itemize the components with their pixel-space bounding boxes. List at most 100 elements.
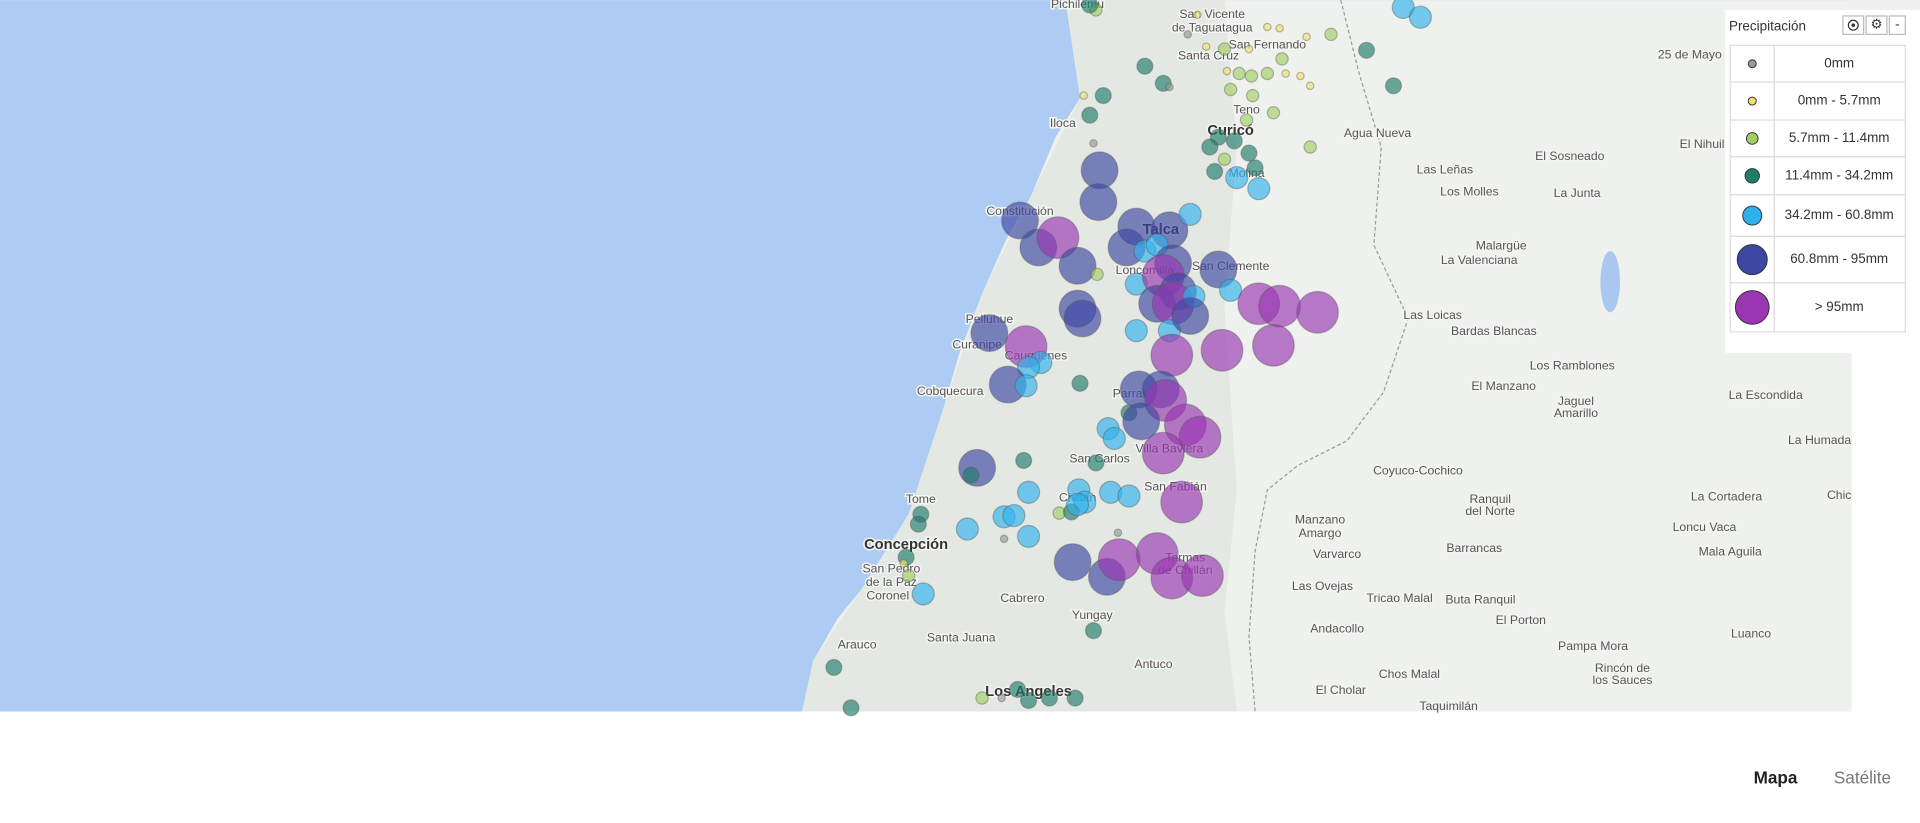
station-bubble[interactable] (1225, 132, 1243, 150)
station-bubble[interactable] (1079, 183, 1118, 222)
collapse-button[interactable] (1888, 15, 1906, 35)
station-bubble[interactable] (1081, 106, 1099, 124)
station-bubble[interactable] (1305, 81, 1315, 91)
settings-button[interactable] (1865, 15, 1888, 35)
station-bubble[interactable] (1016, 524, 1041, 549)
station-bubble[interactable] (1117, 484, 1141, 508)
station-bubble[interactable] (1275, 52, 1289, 66)
map-type-button[interactable]: Satélite (1834, 767, 1891, 787)
station-bubble[interactable] (1020, 691, 1038, 710)
station-bubble[interactable] (1266, 105, 1281, 120)
station-bubble[interactable] (1058, 246, 1097, 285)
collapse-label[interactable]: - (1895, 17, 1899, 32)
place-label: Varvarco (1313, 547, 1361, 561)
station-bubble[interactable] (825, 658, 843, 676)
station-bubble[interactable] (1391, 0, 1415, 20)
station-bubble[interactable] (1016, 480, 1041, 504)
station-bubble[interactable] (1141, 431, 1185, 475)
station-bubble[interactable] (1193, 10, 1202, 20)
station-bubble[interactable] (1014, 374, 1038, 398)
station-bubble[interactable] (1296, 290, 1339, 334)
station-bubble[interactable] (1247, 177, 1271, 201)
station-bubble[interactable] (1275, 23, 1284, 33)
station-bubble[interactable] (1296, 71, 1305, 81)
station-bubble[interactable] (1244, 69, 1259, 83)
station-bubble[interactable] (1324, 27, 1338, 42)
station-bubble[interactable] (1384, 77, 1403, 95)
station-bubble[interactable] (842, 699, 860, 717)
station-bubble[interactable] (909, 515, 927, 533)
station-bubble[interactable] (1065, 492, 1090, 517)
station-bubble[interactable] (1357, 41, 1376, 59)
station-bubble[interactable] (1199, 250, 1238, 289)
station-bubble[interactable] (975, 691, 989, 705)
station-bubble[interactable] (1225, 165, 1249, 190)
station-bubble[interactable] (1258, 284, 1302, 328)
station-bubble[interactable] (1218, 278, 1243, 302)
station-bubble[interactable] (1002, 503, 1026, 528)
station-bubble[interactable] (1053, 543, 1092, 582)
station-bubble[interactable] (1217, 42, 1232, 56)
station-bubble[interactable] (1066, 689, 1084, 707)
station-bubble[interactable] (1260, 66, 1275, 81)
station-bubble[interactable] (997, 693, 1006, 703)
station-bubble[interactable] (1181, 554, 1224, 598)
station-bubble[interactable] (1122, 402, 1161, 441)
station-bubble[interactable] (1178, 202, 1202, 226)
station-bubble[interactable] (1071, 374, 1089, 392)
station-bubble[interactable] (1232, 66, 1246, 81)
lake (1600, 251, 1620, 313)
station-bubble[interactable] (911, 582, 935, 606)
station-bubble[interactable] (1087, 454, 1105, 472)
station-bubble[interactable] (1160, 480, 1204, 524)
station-bubble[interactable] (1090, 267, 1104, 282)
station-bubble[interactable] (1079, 91, 1088, 100)
station-bubble[interactable] (1240, 144, 1258, 162)
station-bubble[interactable] (1252, 323, 1295, 367)
station-bubble[interactable] (1080, 151, 1119, 190)
station-bubble[interactable] (1008, 680, 1027, 699)
station-bubble[interactable] (970, 314, 1009, 353)
station-bubble[interactable] (1097, 538, 1141, 582)
station-bubble[interactable] (1040, 689, 1058, 707)
station-bubble[interactable] (1217, 152, 1232, 166)
station-bubble[interactable] (1201, 138, 1219, 156)
station-bubble[interactable] (1244, 44, 1254, 54)
station-bubble[interactable] (1408, 5, 1433, 29)
station-bubble[interactable] (1222, 66, 1232, 76)
station-bubble[interactable] (1246, 159, 1264, 177)
station-bubble[interactable] (962, 466, 980, 484)
station-bubble[interactable] (1263, 22, 1272, 32)
station-bubble[interactable] (1178, 415, 1222, 459)
station-bubble[interactable] (1171, 297, 1210, 335)
station-bubble[interactable] (999, 534, 1009, 544)
station-bubble[interactable] (1239, 113, 1254, 127)
station-bubble[interactable] (1063, 299, 1102, 338)
station-bubble[interactable] (1165, 82, 1174, 92)
station-bubble[interactable] (1200, 328, 1244, 372)
station-bubble[interactable] (899, 559, 908, 568)
station-bubble[interactable] (1036, 216, 1080, 260)
station-bubble[interactable] (1113, 528, 1123, 538)
station-bubble[interactable] (955, 517, 979, 541)
station-bubble[interactable] (1223, 82, 1238, 97)
station-bubble[interactable] (901, 568, 916, 583)
station-bubble[interactable] (1281, 69, 1290, 78)
station-bubble[interactable] (1136, 57, 1154, 75)
station-bubble[interactable] (1124, 319, 1148, 343)
station-bubble[interactable] (1303, 140, 1317, 154)
station-bubble[interactable] (1089, 139, 1098, 148)
station-bubble[interactable] (1150, 333, 1194, 377)
station-bubble[interactable] (1302, 32, 1311, 42)
station-bubble[interactable] (1081, 0, 1099, 14)
station-bubble[interactable] (1183, 30, 1193, 39)
station-bubble[interactable] (1094, 87, 1112, 105)
station-bubble[interactable] (1201, 42, 1211, 51)
station-bubble[interactable] (1206, 162, 1224, 181)
station-bubble[interactable] (1084, 622, 1103, 640)
map-type-button[interactable]: Mapa (1754, 767, 1798, 787)
station-bubble[interactable] (1245, 88, 1260, 103)
station-bubble[interactable] (1001, 201, 1039, 240)
station-bubble[interactable] (1015, 451, 1033, 470)
station-bubble[interactable] (1102, 426, 1126, 451)
